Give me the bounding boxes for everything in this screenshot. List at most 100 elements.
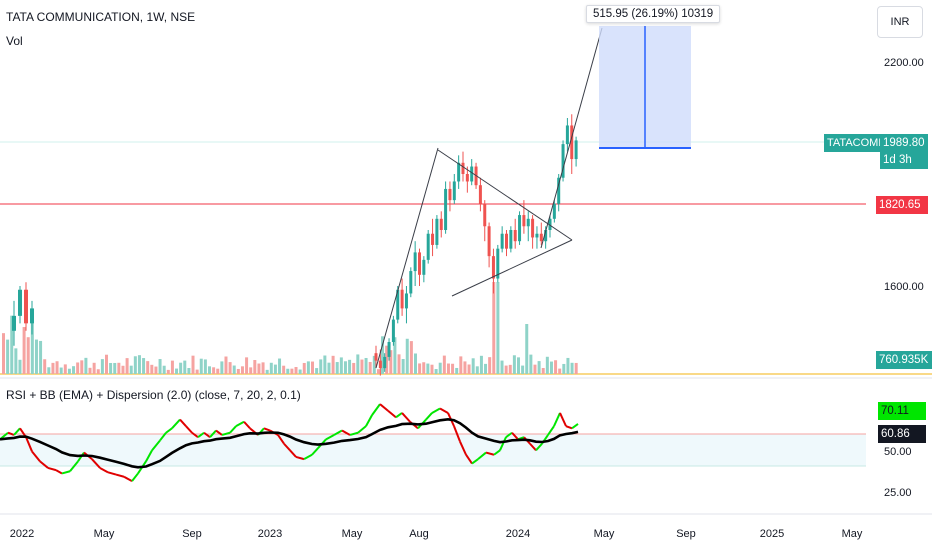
symbol-tag: TATACOMM xyxy=(824,134,891,152)
volume-bar xyxy=(88,367,92,374)
volume-bar xyxy=(34,339,38,374)
volume-bar xyxy=(422,362,426,374)
y-tick-label: 50.00 xyxy=(884,446,912,458)
candle xyxy=(457,162,461,182)
candle xyxy=(548,218,552,230)
rsi-segment xyxy=(357,425,367,434)
rsi-segment xyxy=(341,429,351,436)
rsi-segment xyxy=(13,427,21,436)
volume-bar xyxy=(488,357,492,374)
x-tick-label: Aug xyxy=(409,528,429,540)
volume-bar xyxy=(117,362,121,374)
rsi-segment xyxy=(165,427,173,434)
volume-bar xyxy=(232,365,236,374)
candle xyxy=(509,230,513,249)
rsi-segment xyxy=(277,434,285,445)
volume-bar xyxy=(228,362,232,374)
volume-bar xyxy=(51,362,55,374)
rsi-segment xyxy=(191,431,199,438)
volume-bar xyxy=(492,282,496,374)
volume-bar xyxy=(504,365,508,374)
rsi-segment xyxy=(221,431,231,436)
rsi-segment xyxy=(283,443,291,452)
volume-bar xyxy=(278,358,282,374)
candle xyxy=(522,215,526,227)
price-axis[interactable]: 2200.00 1600.00 50.00 25.00 xyxy=(884,57,924,499)
rsi-segment xyxy=(197,431,205,438)
countdown-tag: 1d 3h xyxy=(880,151,928,169)
volume-bar xyxy=(191,355,195,374)
time-axis[interactable]: 2022 May Sep 2023 May Aug 2024 May Sep 2025 May xyxy=(10,528,863,540)
volume-value-tag: 760.935K xyxy=(876,351,932,369)
volume-bar xyxy=(554,360,558,374)
volume-bar xyxy=(26,337,30,374)
volume-bar xyxy=(183,360,187,374)
volume-bar xyxy=(10,315,14,374)
indicator-label[interactable]: RSI + BB (EMA) + Dispersion (2.0) (close… xyxy=(6,388,301,402)
candle xyxy=(426,233,430,260)
chart-title: TATA COMMUNICATION, 1W, NSE xyxy=(6,10,196,24)
rsi-segment xyxy=(547,425,555,436)
volume-bar xyxy=(508,364,512,374)
volume-bar xyxy=(381,336,385,374)
rsi-segment xyxy=(229,425,237,434)
volume-bar xyxy=(162,365,166,374)
rsi-segment xyxy=(115,473,125,478)
volume-bar xyxy=(55,361,59,374)
candle xyxy=(409,271,413,294)
rsi-segment xyxy=(425,412,433,421)
rsi-segment xyxy=(365,414,373,427)
volume-bar xyxy=(484,363,488,374)
volume-bar xyxy=(549,361,553,374)
volume-bar xyxy=(187,367,191,374)
rsi-segment xyxy=(505,431,513,438)
basis-line xyxy=(0,417,579,469)
candle xyxy=(526,218,530,227)
candle xyxy=(557,177,561,204)
candle xyxy=(413,252,417,272)
volume-bar xyxy=(166,369,170,374)
volume-bar xyxy=(121,365,125,374)
volume-bar xyxy=(479,355,483,374)
volume-bar xyxy=(220,361,224,374)
volume-bar xyxy=(434,369,438,374)
rsi-segment xyxy=(485,451,495,456)
x-tick-label: May xyxy=(594,528,615,540)
rsi-segment xyxy=(559,412,567,427)
rsi-segment xyxy=(535,443,543,452)
volume-bar xyxy=(249,367,253,374)
volume-bar xyxy=(253,360,257,374)
rsi-segment xyxy=(395,412,403,419)
volume-bar xyxy=(442,355,446,374)
rsi-segment xyxy=(529,443,537,452)
candle xyxy=(404,293,408,309)
candle xyxy=(374,353,378,361)
volume-bar xyxy=(109,362,113,374)
currency-button[interactable]: INR xyxy=(877,6,923,38)
volume-bar xyxy=(43,359,47,374)
candle xyxy=(431,233,435,245)
volume-bar xyxy=(146,361,150,374)
volume-bar xyxy=(273,364,277,374)
candle xyxy=(444,188,448,230)
rsi-segment xyxy=(311,447,319,456)
rsi-value-tag: 70.11 xyxy=(878,402,926,420)
volume-bar xyxy=(521,365,525,374)
volume-label: Vol xyxy=(6,34,23,48)
volume-bar xyxy=(331,355,335,374)
volume-bar xyxy=(22,327,26,374)
trend-drawings[interactable] xyxy=(375,27,603,369)
x-tick-label: Sep xyxy=(182,528,202,540)
volume-bar xyxy=(446,363,450,374)
rsi-segment xyxy=(289,449,297,458)
volume-bar xyxy=(405,338,409,374)
rsi-segment xyxy=(431,407,441,414)
volume-bar xyxy=(339,357,343,374)
volume-bar xyxy=(63,364,67,374)
volume-bar xyxy=(455,367,459,374)
measure-tool[interactable] xyxy=(599,26,691,149)
candle xyxy=(435,218,439,245)
volume-bar xyxy=(286,368,290,374)
rsi-segment xyxy=(91,458,101,469)
